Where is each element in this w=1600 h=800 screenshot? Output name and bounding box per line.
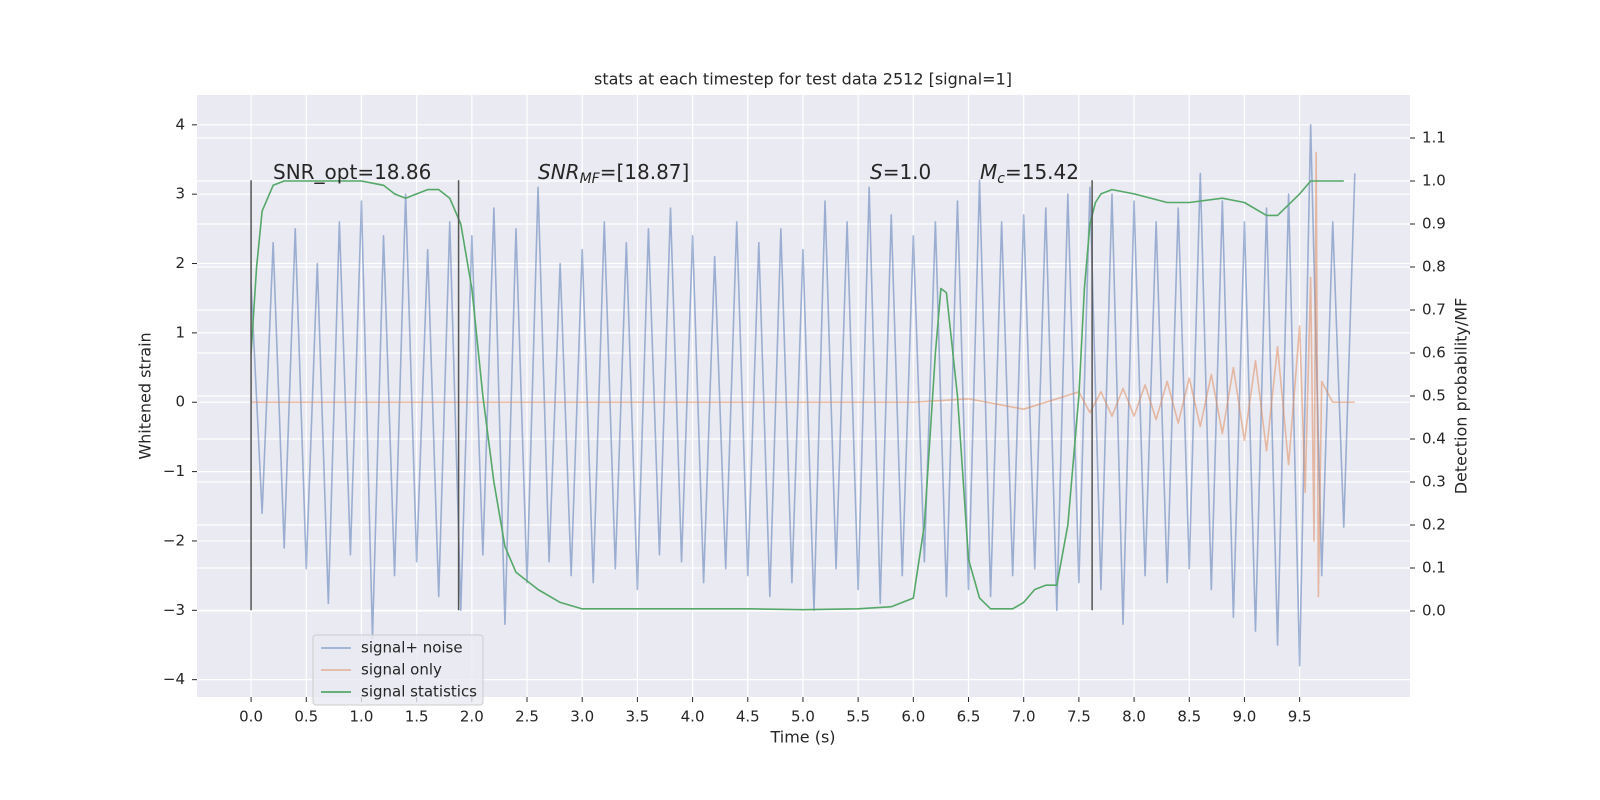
x-tick-label: 1.0 <box>350 708 374 726</box>
y-axis-label: Whitened strain <box>136 332 155 459</box>
x-tick-label: 5.0 <box>791 708 815 726</box>
series-line <box>251 151 1355 598</box>
x-tick-label: 6.5 <box>957 708 981 726</box>
chart-title: stats at each timestep for test data 251… <box>594 70 1012 89</box>
annotation-part: SNR_opt=18.86 <box>273 160 431 184</box>
y2-tick-label: 0.1 <box>1422 559 1446 577</box>
x-tick-label: 3.0 <box>570 708 594 726</box>
y-tick-label: 3 <box>175 185 185 203</box>
y2-tick-label: 0.9 <box>1422 215 1446 233</box>
x-tick-label: 5.5 <box>846 708 870 726</box>
annotation: SNR_opt=18.86 <box>273 160 431 184</box>
y2-tick-label: 0.0 <box>1422 602 1446 620</box>
y2-tick-label: 1.0 <box>1422 172 1446 190</box>
x-tick-label: 7.0 <box>1012 708 1036 726</box>
annotation-part: S <box>870 160 883 184</box>
y2-axis-label: Detection probability/MF <box>1452 298 1471 495</box>
x-tick-label: 2.0 <box>460 708 484 726</box>
x-axis-label: Time (s) <box>769 728 835 747</box>
legend-label: signal only <box>361 661 442 679</box>
annotation-part: c <box>997 171 1005 187</box>
annotation-part: MF <box>580 171 601 187</box>
x-tick-label: 9.5 <box>1288 708 1312 726</box>
x-tick-label: 8.5 <box>1177 708 1201 726</box>
series-line <box>250 180 1344 611</box>
y2-tick-label: 0.6 <box>1422 344 1446 362</box>
x-tick-label: 6.0 <box>901 708 925 726</box>
y2-tick-label: 0.4 <box>1422 430 1446 448</box>
y-tick-label: −4 <box>163 670 185 688</box>
legend-label: signal statistics <box>361 683 477 701</box>
annotation-part: M <box>980 160 997 184</box>
y-tick-label: −3 <box>163 601 185 619</box>
x-tick-label: 9.0 <box>1233 708 1257 726</box>
annotation-part: SNR <box>538 160 580 184</box>
x-tick-label: 4.5 <box>736 708 760 726</box>
y2-tick-label: 0.8 <box>1422 258 1446 276</box>
annotation: Mc=15.42 <box>980 160 1079 188</box>
y2-tick-label: 0.2 <box>1422 516 1446 534</box>
legend-box <box>312 634 484 706</box>
x-tick-label: 2.5 <box>515 708 539 726</box>
y-tick-label: 1 <box>175 323 185 341</box>
x-tick-label: 1.5 <box>405 708 429 726</box>
y2-tick-label: 1.1 <box>1422 129 1446 147</box>
annotation-part: =1.0 <box>883 160 932 184</box>
annotation: S=1.0 <box>870 160 931 184</box>
y-tick-label: −2 <box>163 531 185 549</box>
x-tick-label: 0.5 <box>294 708 318 726</box>
y-tick-label: 2 <box>175 254 185 272</box>
legend-label: signal+ noise <box>361 639 463 657</box>
x-tick-label: 8.0 <box>1122 708 1146 726</box>
annotation-part: =15.42 <box>1005 160 1079 184</box>
y2-tick-label: 0.5 <box>1422 387 1446 405</box>
y-tick-label: 4 <box>175 115 185 133</box>
x-tick-label: 0.0 <box>239 708 263 726</box>
annotation: SNRMF=[18.87] <box>538 160 689 188</box>
y2-tick-label: 0.7 <box>1422 301 1446 319</box>
x-tick-label: 7.5 <box>1067 708 1091 726</box>
x-tick-label: 3.5 <box>625 708 649 726</box>
annotation-part: =[18.87] <box>600 160 690 184</box>
x-tick-label: 4.0 <box>681 708 705 726</box>
y-tick-label: 0 <box>175 393 185 411</box>
y-tick-label: −1 <box>163 462 185 480</box>
series-line <box>250 124 1356 667</box>
y2-tick-label: 0.3 <box>1422 473 1446 491</box>
